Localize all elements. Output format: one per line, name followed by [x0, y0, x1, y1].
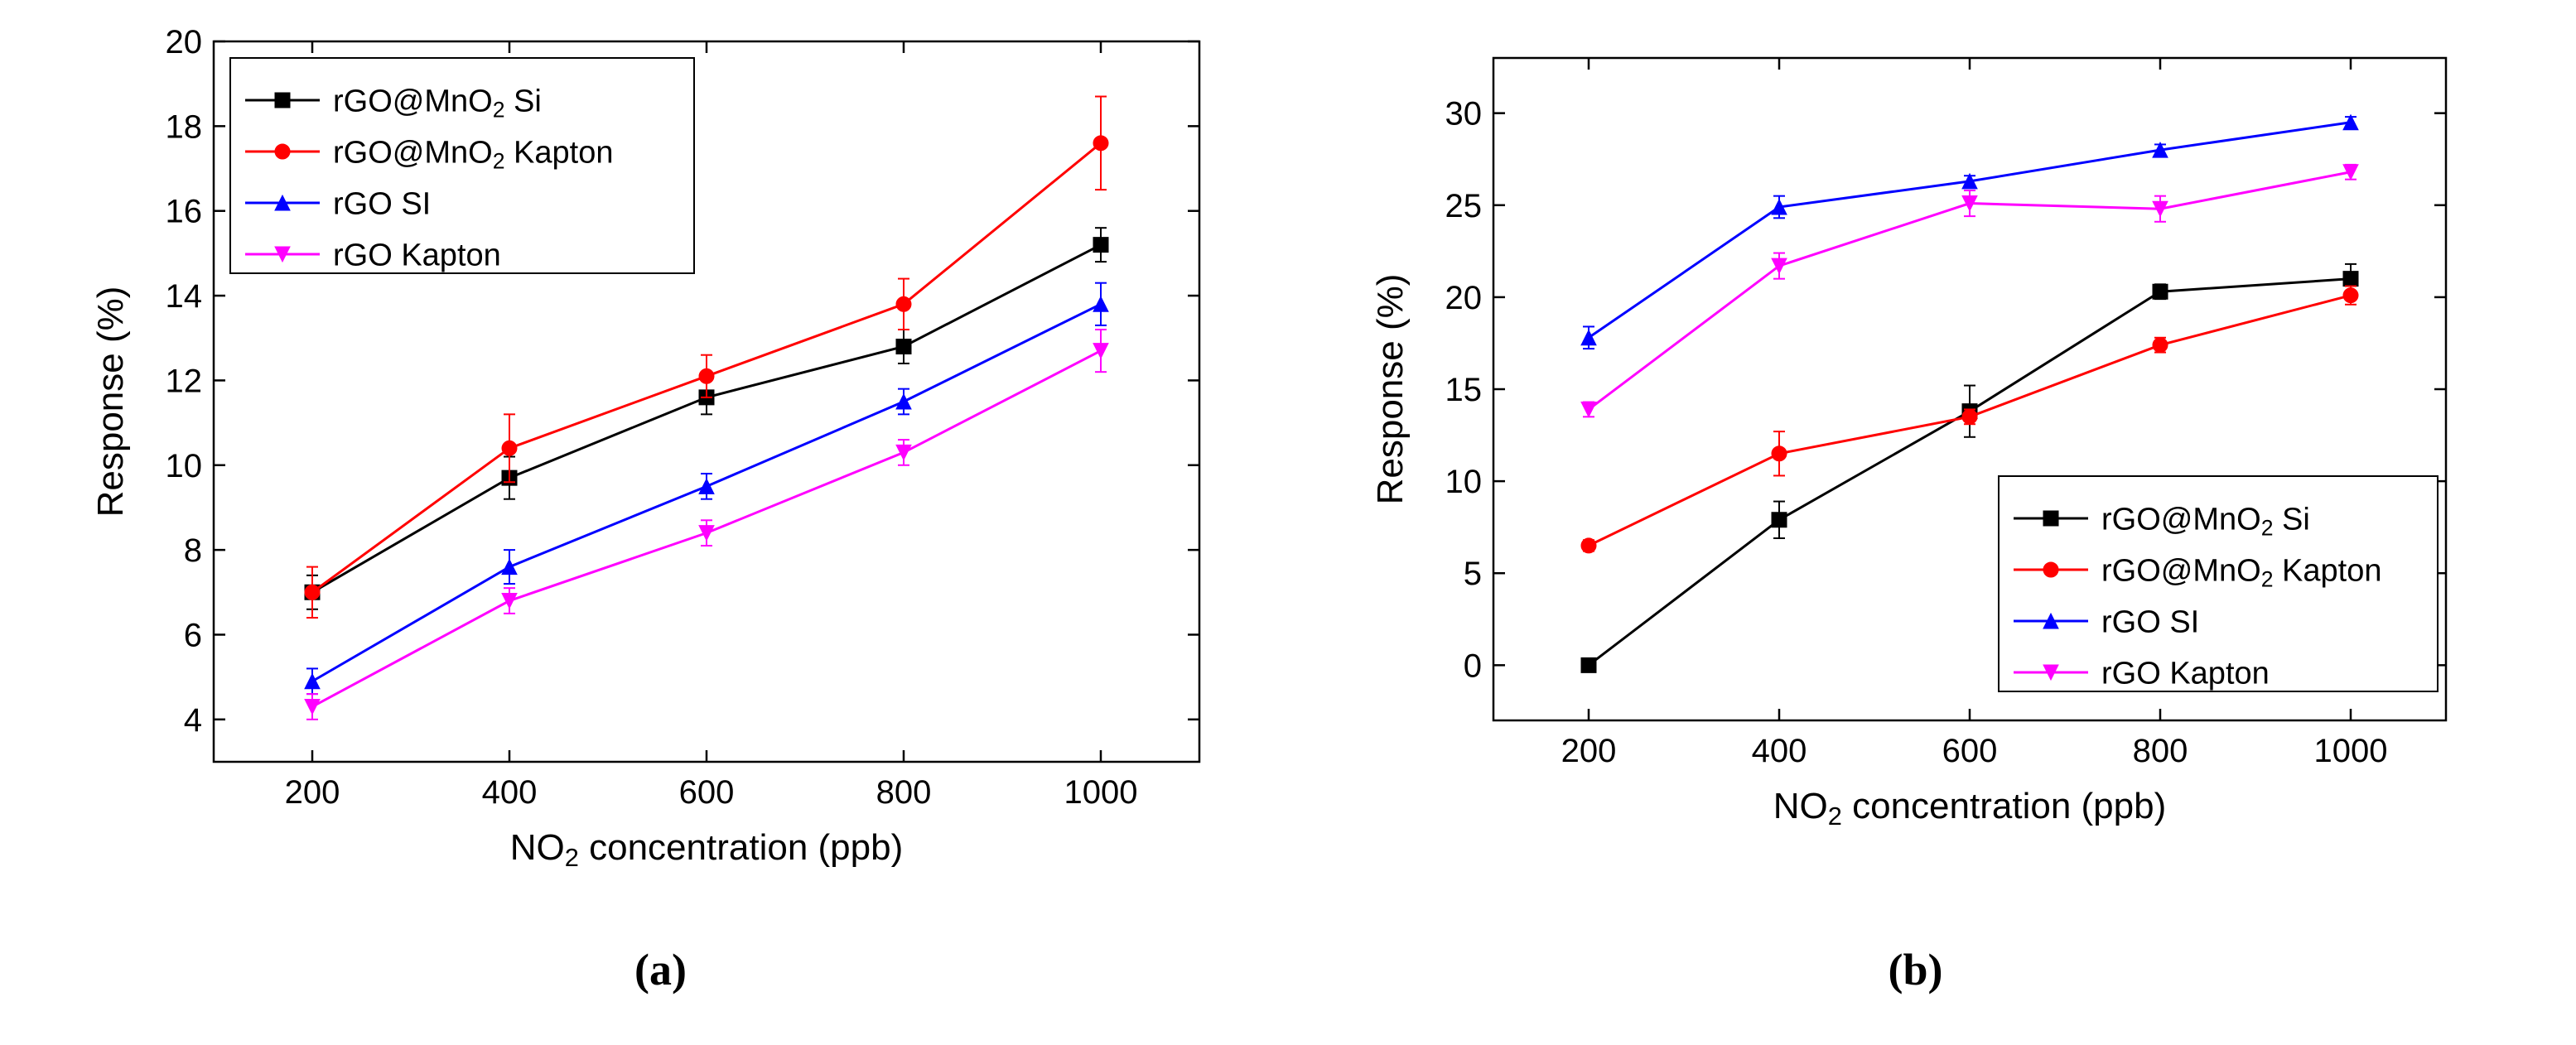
svg-text:NO2 concentration (ppb): NO2 concentration (ppb)	[509, 827, 902, 872]
svg-text:NO2 concentration (ppb): NO2 concentration (ppb)	[1773, 786, 2165, 831]
svg-text:rGO@MnO2 Kapton: rGO@MnO2 Kapton	[333, 135, 614, 173]
svg-text:20: 20	[165, 24, 202, 60]
svg-text:10: 10	[1445, 464, 1482, 500]
legend: rGO@MnO2 Si rGO@MnO2 Kapton rGO SI rGO Kapt…	[1999, 476, 2438, 691]
svg-text:1000: 1000	[2313, 733, 2387, 769]
chart-b: 200 400 600 800 1000 0 5 10 15 20 25 30 NO2 concentr…	[1328, 17, 2504, 894]
svg-text:600: 600	[1942, 733, 1997, 769]
svg-text:Response (%): Response (%)	[1370, 274, 1411, 505]
svg-text:18: 18	[165, 108, 202, 145]
chart-a: 200 400 600 800 1000 4 6 8 10 12 14 16 18 20 NO2 conce…	[73, 17, 1249, 894]
svg-text:Response (%): Response (%)	[90, 287, 131, 518]
svg-text:rGO SI: rGO SI	[333, 186, 431, 221]
svg-text:5: 5	[1463, 556, 1481, 592]
svg-text:200: 200	[1561, 733, 1616, 769]
svg-text:1000: 1000	[1064, 774, 1137, 811]
svg-text:25: 25	[1445, 188, 1482, 224]
caption-b: (b)	[1889, 944, 1943, 995]
svg-text:rGO@MnO2 Si: rGO@MnO2 Si	[2101, 502, 2310, 540]
svg-text:30: 30	[1445, 96, 1482, 132]
svg-text:400: 400	[481, 774, 537, 811]
svg-text:rGO Kapton: rGO Kapton	[333, 238, 501, 272]
svg-text:rGO Kapton: rGO Kapton	[2101, 656, 2270, 691]
svg-text:800: 800	[2132, 733, 2188, 769]
svg-text:12: 12	[165, 363, 202, 399]
svg-text:14: 14	[165, 278, 202, 315]
legend: rGO@MnO2 Si rGO@MnO2 Kapton rGO SI rGO Kapt…	[230, 58, 694, 273]
svg-text:16: 16	[165, 194, 202, 230]
svg-text:rGO@MnO2 Kapton: rGO@MnO2 Kapton	[2101, 553, 2382, 591]
figure-row: 2004006008001000468101214161820NO2 conce…	[0, 0, 2576, 1045]
svg-text:400: 400	[1751, 733, 1807, 769]
svg-text:0: 0	[1463, 648, 1481, 684]
svg-text:15: 15	[1445, 372, 1482, 408]
svg-text:200: 200	[284, 774, 340, 811]
svg-text:10: 10	[165, 448, 202, 484]
caption-a: (a)	[634, 944, 687, 995]
svg-text:20: 20	[1445, 280, 1482, 316]
svg-text:rGO@MnO2 Si: rGO@MnO2 Si	[333, 84, 542, 122]
svg-text:600: 600	[678, 774, 734, 811]
panel-b: 200 400 600 800 1000 0 5 10 15 20 25 30 NO2 concentr…	[1328, 17, 2504, 995]
svg-text:8: 8	[183, 532, 201, 569]
svg-text:800: 800	[876, 774, 931, 811]
svg-text:6: 6	[183, 617, 201, 653]
svg-text:4: 4	[183, 702, 201, 739]
panel-a: 200 400 600 800 1000 4 6 8 10 12 14 16 18 20 NO2 conce…	[73, 17, 1249, 995]
svg-text:rGO SI: rGO SI	[2101, 604, 2199, 639]
